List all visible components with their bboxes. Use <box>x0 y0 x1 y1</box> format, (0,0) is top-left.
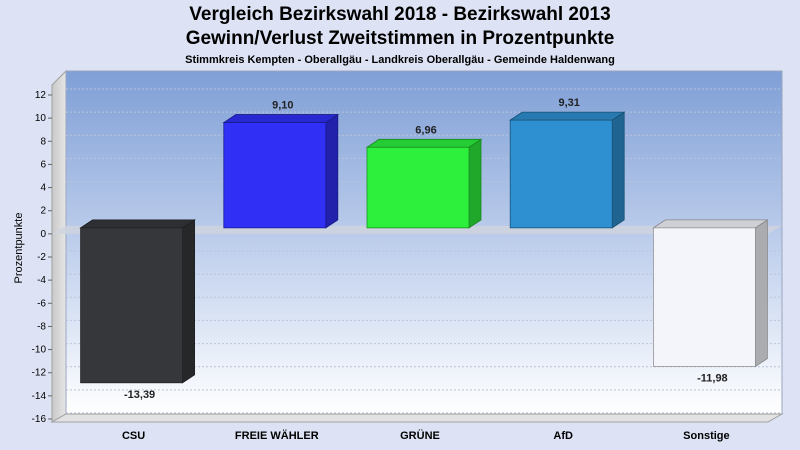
data-label: 9,10 <box>272 100 293 112</box>
data-label: -13,39 <box>124 389 155 401</box>
category-label: AfD <box>553 430 573 442</box>
data-label: -11,98 <box>697 372 728 384</box>
floor <box>50 413 784 423</box>
bar-top <box>79 219 196 229</box>
category-label: FREIE WÄHLER <box>235 429 319 442</box>
y-axis-label: Prozentpunkte <box>13 213 25 284</box>
bars <box>79 111 769 384</box>
y-tick-label: 6 <box>40 159 46 170</box>
chart-subtitle-region: Stimmkreis Kempten - Oberallgäu - Landkr… <box>185 54 615 66</box>
y-tick-label: 0 <box>40 229 46 240</box>
bar <box>222 113 340 229</box>
bar-side <box>468 138 482 229</box>
bar-front <box>223 122 327 229</box>
y-tick-label: -4 <box>37 275 46 286</box>
bar <box>79 219 196 384</box>
y-tick-label: -2 <box>37 252 46 263</box>
bar-side <box>611 111 625 229</box>
y-tick-label: -12 <box>32 368 47 379</box>
bar-side <box>755 219 768 368</box>
chart-subtitle: Gewinn/Verlust Zweitstimmen in Prozentpu… <box>185 28 615 49</box>
bar-top <box>508 111 626 121</box>
bar <box>652 219 769 368</box>
bar-top <box>222 114 340 123</box>
x-axis-categories: CSU FREIE WÄHLER GRÜNE AfD Sonstige <box>122 429 730 442</box>
left-wall <box>51 69 67 423</box>
y-tick-label: -8 <box>37 321 46 332</box>
bar-front <box>366 146 470 229</box>
bar <box>365 138 483 229</box>
y-tick-label: 8 <box>40 136 46 147</box>
y-tick-label: 4 <box>40 183 46 194</box>
bar-top <box>365 138 483 148</box>
y-tick-label: 10 <box>35 113 47 124</box>
bar-side <box>325 113 339 229</box>
bar-front <box>509 119 613 229</box>
category-label: CSU <box>122 430 145 442</box>
y-axis-ticks: 12 10 8 6 4 2 0 -2 -4 -6 -8 -10 -12 -14 -16 <box>32 90 52 425</box>
bar-side <box>182 219 196 384</box>
bar <box>508 111 626 229</box>
category-label: Sonstige <box>683 430 729 442</box>
data-label: 9,31 <box>558 97 579 109</box>
category-label: GRÜNE <box>400 429 440 442</box>
data-labels: -13,39 9,10 6,96 9,31 -11,98 <box>124 97 728 401</box>
y-tick-label: -6 <box>37 298 46 309</box>
y-tick-label: -16 <box>32 414 47 425</box>
data-label: 6,96 <box>415 124 436 136</box>
bar-front <box>80 227 183 384</box>
bar-top <box>652 219 769 229</box>
bar-front <box>653 227 756 367</box>
y-tick-label: 2 <box>40 206 46 217</box>
chart-title: Vergleich Bezirkswahl 2018 - Bezirkswahl… <box>189 4 611 25</box>
y-tick-label: -10 <box>32 345 47 356</box>
y-tick-label: 12 <box>35 90 47 101</box>
y-tick-label: -14 <box>32 391 47 402</box>
